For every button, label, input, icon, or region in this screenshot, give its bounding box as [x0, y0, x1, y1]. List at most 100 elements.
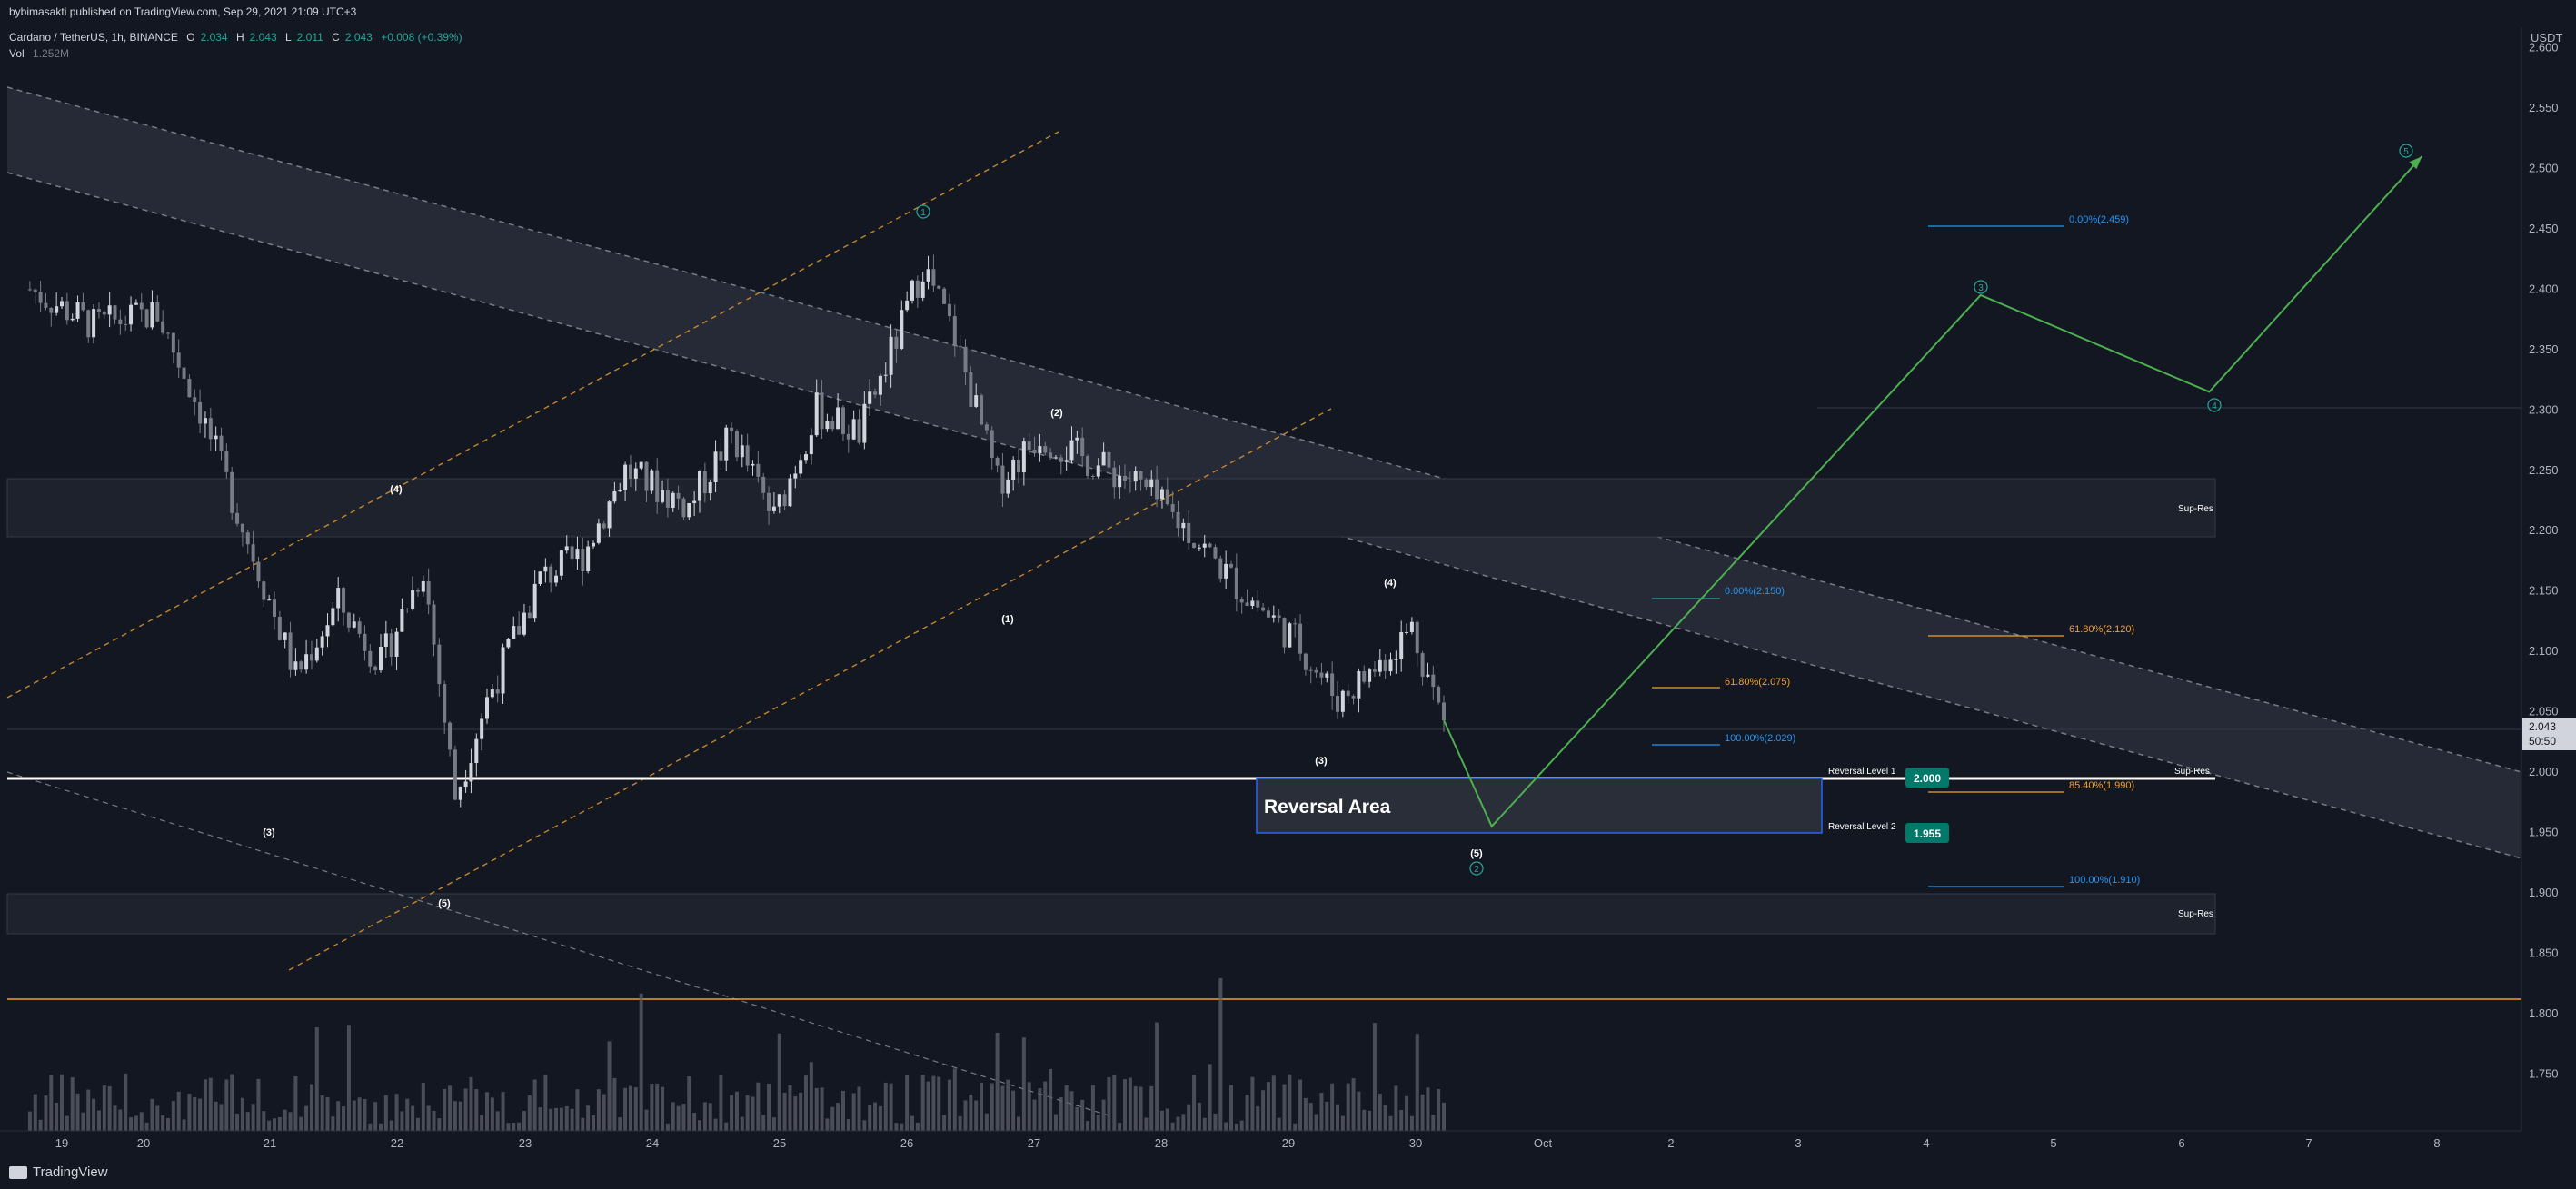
volume-bar: [730, 1095, 734, 1131]
projection-line[interactable]: [1443, 155, 2423, 828]
candle: [262, 579, 266, 608]
candle: [771, 492, 776, 514]
candle: [692, 491, 697, 516]
volume-bar: [873, 1102, 878, 1131]
volume-bar: [883, 1082, 888, 1131]
volume-bar: [1303, 1097, 1308, 1131]
current-price-tag: [2522, 718, 2576, 750]
volume-bar: [692, 1113, 697, 1131]
candle: [193, 389, 197, 416]
volume-bar: [304, 1105, 309, 1131]
volume-bar: [389, 1120, 393, 1131]
volume-bar: [1032, 1099, 1037, 1131]
tradingview-logo[interactable]: TradingView: [9, 1164, 108, 1180]
volume-bar: [713, 1118, 718, 1131]
volume-bar: [27, 1111, 32, 1131]
volume-bar: [1021, 1037, 1026, 1131]
candle: [575, 536, 580, 570]
volume-bar: [501, 1092, 505, 1131]
sup-res-zone-lower[interactable]: [6, 893, 2216, 935]
volume-bar: [1293, 1123, 1298, 1131]
volume-bar: [230, 1074, 234, 1131]
candle: [862, 391, 867, 450]
candle: [1362, 665, 1367, 684]
candle: [171, 332, 175, 364]
candle: [1118, 465, 1122, 499]
volume-bar: [1266, 1082, 1270, 1131]
price-tick-2: 2.500: [2529, 162, 2559, 175]
candle: [804, 451, 808, 464]
volume-bar: [894, 1123, 899, 1131]
volume-bar: [1330, 1083, 1335, 1131]
volume-bar: [411, 1105, 415, 1131]
candle: [469, 748, 473, 794]
candle: [506, 638, 511, 649]
reversal-area-label: Reversal Area: [1264, 797, 1391, 817]
volume-bar: [1437, 1088, 1441, 1131]
volume-bar: [1394, 1085, 1398, 1131]
candle: [474, 733, 479, 777]
candle: [549, 563, 553, 593]
candle: [767, 486, 771, 525]
candle: [33, 288, 37, 305]
candle: [426, 568, 431, 615]
candle: [411, 576, 415, 611]
candle: [325, 613, 330, 648]
fib-left-100-label: 100.00%(2.029): [1725, 733, 1795, 744]
orange-channel-lower[interactable]: [288, 408, 1332, 971]
projection-path[interactable]: [1443, 155, 2423, 828]
candle: [1346, 683, 1350, 704]
sup-res-zone-upper[interactable]: [6, 478, 2216, 538]
volume-bar: [118, 1109, 123, 1131]
candle: [1149, 470, 1154, 496]
volume-bar: [346, 1025, 351, 1131]
fib-left-0-label: 0.00%(2.150): [1725, 586, 1785, 597]
candles[interactable]: [27, 254, 1446, 808]
candle: [1378, 649, 1382, 677]
candle: [134, 299, 138, 306]
grey-descending-line[interactable]: [6, 771, 1109, 1116]
candle: [432, 600, 436, 657]
volume-bar: [1308, 1103, 1313, 1131]
volume-bar: [124, 1073, 128, 1131]
candle: [840, 405, 845, 441]
volume-bar: [570, 1108, 574, 1131]
circled-wave-4: 4: [2207, 398, 2222, 412]
volume-bar: [575, 1089, 580, 1131]
volume-bar: [166, 1118, 170, 1131]
candle: [1409, 617, 1414, 635]
candle: [1107, 449, 1111, 479]
candle: [240, 523, 244, 547]
volume-bar: [506, 1123, 511, 1131]
time-tick-4: 23: [519, 1136, 532, 1150]
volume-bar: [70, 1077, 75, 1131]
candle: [1372, 661, 1377, 677]
symbol-name[interactable]: Cardano / TetherUS, 1h, BINANCE: [9, 31, 178, 44]
price-tick-3: 2.450: [2529, 222, 2559, 235]
reversal-area-box[interactable]: [1256, 778, 1823, 834]
volume-bar: [1202, 1117, 1207, 1131]
volume-bar: [336, 1101, 341, 1131]
volume-bar: [256, 1078, 261, 1131]
volume-bar: [761, 1115, 766, 1131]
volume-bar: [193, 1096, 197, 1131]
volume-bar: [586, 1105, 591, 1131]
volume-bar: [405, 1098, 410, 1131]
volume-bar: [942, 1115, 947, 1131]
candle: [633, 462, 638, 491]
volume-bar: [532, 1079, 537, 1131]
reversal-level-1-text: Reversal Level 1: [1828, 767, 1896, 777]
candle: [1239, 596, 1244, 614]
candle: [942, 287, 947, 305]
volume-bar: [734, 1091, 739, 1131]
volume-bar: [926, 1081, 930, 1131]
candle: [1159, 486, 1164, 509]
volume-bar: [1118, 1123, 1122, 1131]
volume-bar: [1197, 1102, 1201, 1131]
candle: [920, 272, 925, 302]
channel-upper-line[interactable]: [6, 86, 2522, 773]
volume-bar: [862, 1120, 867, 1131]
volume-bar: [490, 1097, 494, 1131]
volume-bar: [1144, 1117, 1149, 1131]
